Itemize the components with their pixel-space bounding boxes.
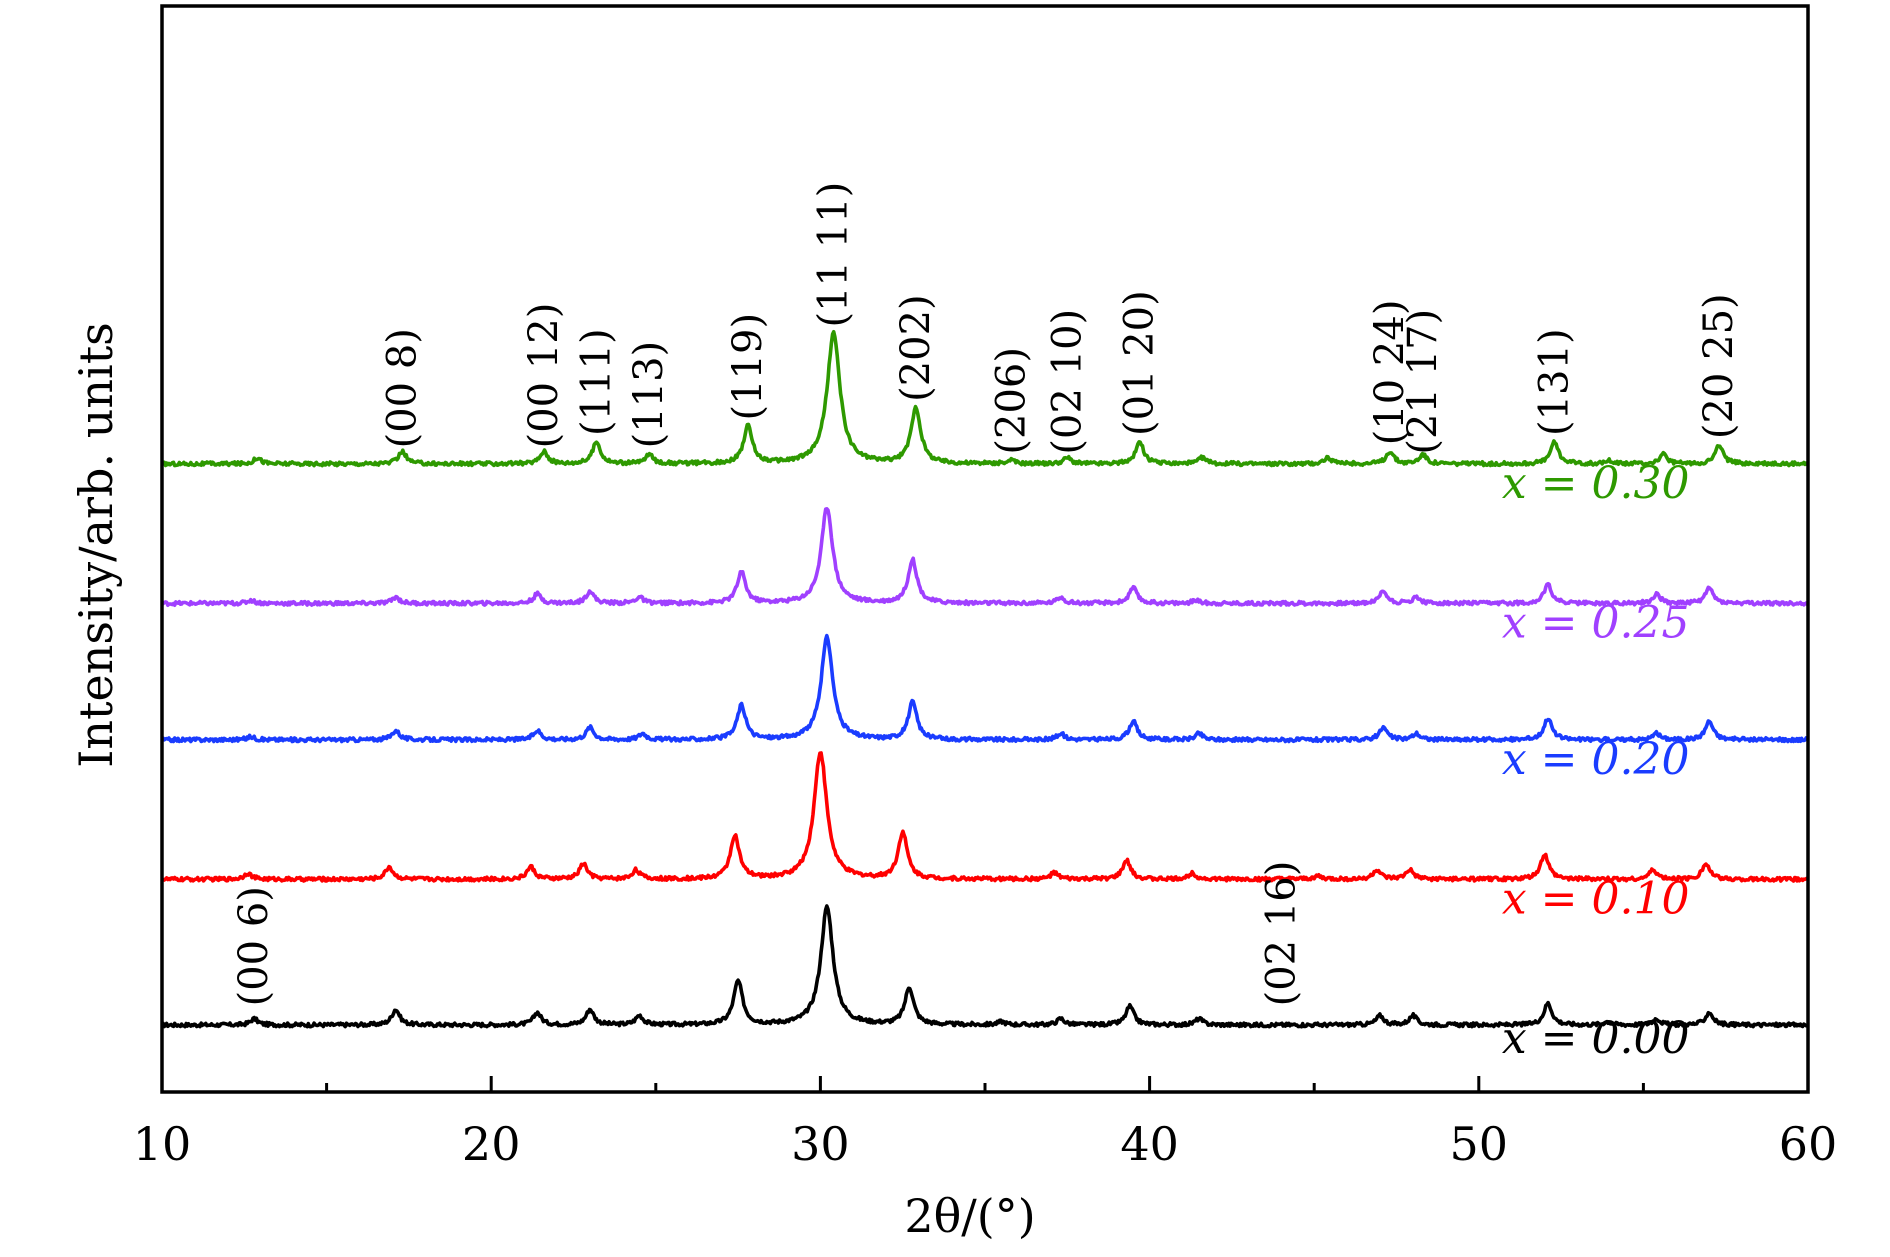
peak-label: (02 10): [1044, 309, 1090, 455]
series-line: [161, 904, 1809, 1029]
peak-label: (21 17): [1400, 309, 1446, 455]
series-label: x = 0.20: [1502, 734, 1690, 785]
peak-label: (113): [626, 341, 672, 449]
x-tick-label: 10: [133, 1117, 192, 1171]
peak-label: (10 24): [1367, 300, 1413, 446]
peak-label: (202): [893, 294, 939, 402]
peak-label: (111): [574, 328, 620, 436]
peak-label: (00 12): [521, 303, 567, 449]
peak-label: (206): [988, 347, 1034, 455]
peak-label: (00 6): [231, 886, 277, 1006]
peak-labels: (00 6) (02 16) (00 8) (00 12) (111) (113) (119…: [231, 182, 1742, 1007]
series-label: x = 0.00: [1502, 1013, 1690, 1064]
series-line: [160, 751, 1809, 883]
series-line: [161, 329, 1809, 468]
peak-label: (11 11): [811, 182, 857, 328]
y-axis-title: Intensity/arb. units: [69, 322, 123, 768]
x-tick-label: 50: [1450, 1117, 1509, 1171]
series-traces: [160, 329, 1809, 1029]
x-tick-label: 40: [1120, 1117, 1179, 1171]
x-axis-ticks: 10 20 30 40 50 60: [133, 1076, 1838, 1171]
peak-label: (00 8): [379, 328, 425, 448]
x-tick-label: 60: [1779, 1117, 1838, 1171]
series-line: [160, 633, 1809, 744]
series-label: x = 0.30: [1502, 458, 1690, 509]
x-tick-label: 20: [462, 1117, 521, 1171]
series-labels: x = 0.00 x = 0.10 x = 0.20 x = 0.25 x = 0.30: [1502, 458, 1690, 1064]
x-tick-label: 30: [791, 1117, 850, 1171]
peak-label: (20 25): [1696, 293, 1742, 439]
peak-label: (131): [1532, 328, 1578, 436]
peak-label: (01 20): [1117, 290, 1163, 436]
peak-label: (02 16): [1258, 861, 1304, 1007]
plot-frame: [160, 4, 1810, 1094]
x-axis-title: 2θ/(°): [904, 1189, 1035, 1243]
peak-label: (119): [725, 313, 771, 421]
series-label: x = 0.25: [1502, 598, 1690, 649]
series-label: x = 0.10: [1502, 873, 1690, 924]
series-line: [161, 506, 1809, 608]
